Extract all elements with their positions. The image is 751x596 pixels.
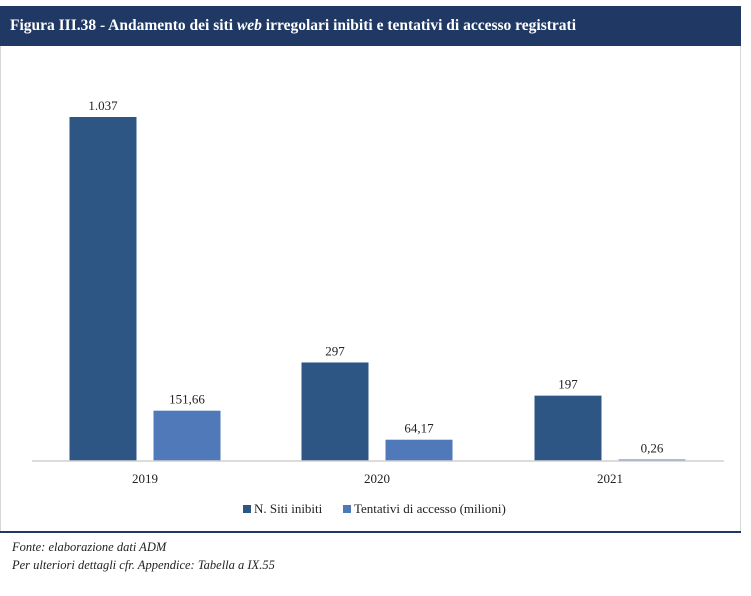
x-tick-label: 2021 xyxy=(597,471,623,486)
legend-label: Tentativi di accesso (milioni) xyxy=(354,501,506,516)
bar-siti-2019 xyxy=(69,117,137,461)
title-prefix: Figura III.38 - Andamento dei siti xyxy=(10,17,237,34)
details-text: Per ulteriori dettagli cfr. Appendice: T… xyxy=(12,558,275,572)
data-label: 197 xyxy=(558,377,578,392)
bar-siti-2020 xyxy=(301,362,369,461)
figure-title: Figura III.38 - Andamento dei siti web i… xyxy=(0,6,741,46)
bar-tentativi-2020 xyxy=(385,439,453,461)
legend-swatch xyxy=(243,505,251,513)
title-emphasis: web xyxy=(236,17,262,34)
data-label: 64,17 xyxy=(404,421,434,436)
labels-group: 1.037 151,66 2019 297 64,17 2020 197 0,26 2021 xyxy=(88,98,664,486)
source-text: Fonte: elaborazione dati ADM xyxy=(12,540,167,554)
bar-siti-2021 xyxy=(534,395,602,461)
bar-tentativi-2019 xyxy=(153,410,221,461)
bars-group xyxy=(69,117,686,461)
data-label: 297 xyxy=(325,343,345,358)
source-notes: Fonte: elaborazione dati ADM Per ulterio… xyxy=(12,538,275,574)
chart-frame xyxy=(0,46,741,532)
legend-label: N. Siti inibiti xyxy=(254,501,323,516)
data-label: 0,26 xyxy=(641,441,664,456)
legend-swatch xyxy=(343,505,351,513)
data-label: 151,66 xyxy=(169,392,205,407)
legend: N. Siti inibiti Tentativi di accesso (mil… xyxy=(243,501,506,516)
x-tick-label: 2019 xyxy=(132,471,158,486)
x-tick-label: 2020 xyxy=(364,471,390,486)
bottom-rule xyxy=(0,531,741,533)
title-suffix: irregolari inibiti e tentativi di access… xyxy=(261,17,577,34)
data-label: 1.037 xyxy=(88,98,118,113)
